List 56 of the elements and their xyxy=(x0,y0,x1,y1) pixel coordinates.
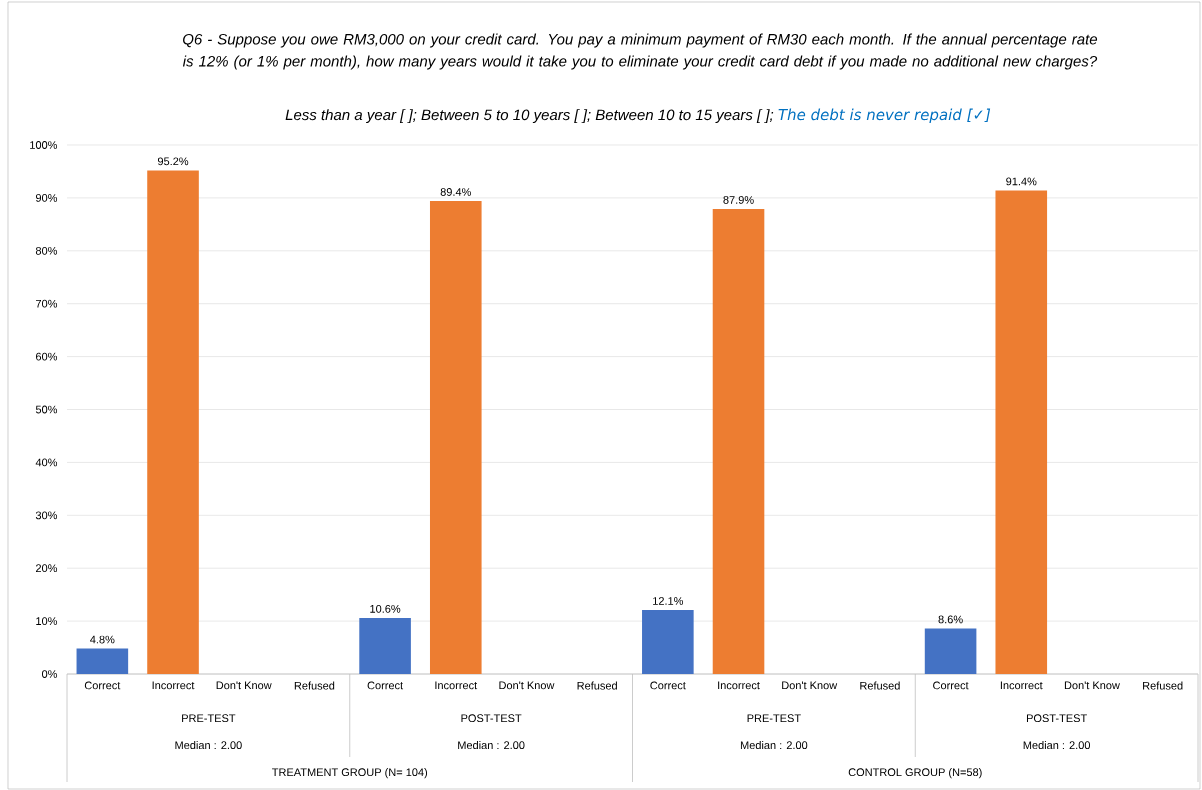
text: The debt is never repaid [✓] xyxy=(778,108,991,124)
data-label: 4.8% xyxy=(90,635,115,644)
text: PRE-TEST xyxy=(747,714,801,723)
bar xyxy=(712,209,765,675)
text: TREATMENT GROUP (N= 104) xyxy=(272,768,428,779)
x-tick-label: Don't Know xyxy=(1064,681,1120,690)
text: POST-TEST xyxy=(1026,714,1087,723)
data-label: 87.9% xyxy=(723,196,754,204)
x-tick-label: Incorrect xyxy=(152,681,195,690)
x-tick-label: Refused xyxy=(1143,681,1183,690)
bar xyxy=(76,648,129,675)
data-label: 95.2% xyxy=(157,157,189,166)
y-tick-label: 80% xyxy=(35,246,58,255)
x-tick-label: Incorrect xyxy=(718,681,760,690)
y-tick-label: 60% xyxy=(36,352,58,361)
x-tick-label: Correct xyxy=(84,681,121,690)
y-tick-label: 10% xyxy=(36,617,58,626)
x-tick-label: Refused xyxy=(294,681,335,690)
bar xyxy=(429,201,482,675)
y-tick-label: 30% xyxy=(35,511,58,520)
x-tick-label: Don't Know xyxy=(499,681,555,690)
text: CONTROL GROUP (N=58) xyxy=(848,768,982,779)
x-tick-label: Refused xyxy=(860,681,900,690)
y-tick-label: 50% xyxy=(35,405,58,414)
y-tick-label: 90% xyxy=(35,194,58,202)
chart-title: Q6 - Suppose you owe RM3,000 on your credit card. You pay a minimum payment of RM30 each month. If the annual percentage rate is 12% (or 1% per month), how many years would it take you to eliminate your credit card debt if you made no additional new charges? xyxy=(182,33,1098,70)
data-label: 89.4% xyxy=(440,188,471,196)
data-label: 12.1% xyxy=(653,597,684,605)
bar xyxy=(995,190,1048,675)
text: Median : 2.00 xyxy=(740,741,808,750)
x-tick-label: Correct xyxy=(650,681,686,690)
x-tick-label: Correct xyxy=(933,681,969,690)
x-tick-label: Refused xyxy=(577,681,617,690)
data-label: 8.6% xyxy=(938,615,963,624)
x-tick-label: Correct xyxy=(367,681,404,690)
data-label: 10.6% xyxy=(370,604,401,613)
x-tick-label: Don't Know xyxy=(216,681,272,690)
x-tick-label: Incorrect xyxy=(435,681,478,690)
text: PRE-TEST xyxy=(182,714,236,723)
y-tick-label: 70% xyxy=(36,299,58,308)
data-label: 91.4% xyxy=(1006,177,1037,186)
y-tick-label: 20% xyxy=(36,564,58,573)
y-tick-label: 0% xyxy=(41,670,58,678)
text: Median : 2.00 xyxy=(458,741,525,750)
bar xyxy=(642,610,694,675)
y-tick-label: 100% xyxy=(30,141,58,149)
bar xyxy=(924,628,977,675)
chart-subtitle: Less than a year [ ]; Between 5 to 10 years [ ]; Between 10 to 15 years [ ]; xyxy=(285,109,774,124)
text: Median : 2.00 xyxy=(175,741,242,750)
text: POST-TEST xyxy=(461,714,522,723)
text: Median : 2.00 xyxy=(1023,741,1091,750)
x-tick-label: Incorrect xyxy=(1000,681,1043,690)
bar xyxy=(359,617,411,675)
bar xyxy=(147,170,199,675)
x-tick-label: Don't Know xyxy=(782,681,838,690)
y-tick-label: 40% xyxy=(35,458,58,467)
